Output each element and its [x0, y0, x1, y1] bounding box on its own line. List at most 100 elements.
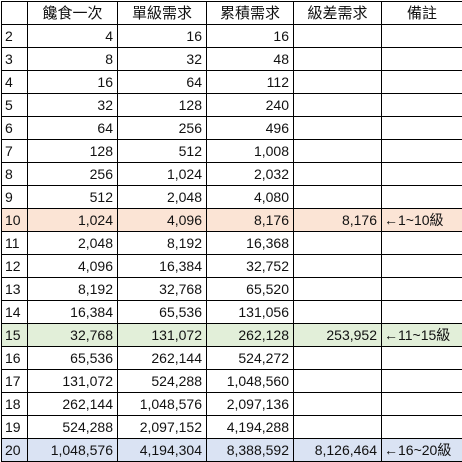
note-cell[interactable] — [382, 255, 462, 278]
level-cell[interactable]: 2 — [2, 25, 28, 48]
single-level-cell[interactable]: 32 — [118, 48, 207, 71]
cumulative-cell[interactable]: 16,368 — [207, 232, 294, 255]
level-diff-cell[interactable] — [294, 94, 382, 117]
cumulative-cell[interactable]: 65,520 — [207, 278, 294, 301]
per-feed-cell[interactable]: 131,072 — [28, 370, 118, 393]
per-feed-cell[interactable]: 1,024 — [28, 209, 118, 232]
per-feed-cell[interactable]: 2,048 — [28, 232, 118, 255]
level-diff-cell[interactable]: 8,176 — [294, 209, 382, 232]
level-cell[interactable]: 4 — [2, 71, 28, 94]
note-cell[interactable] — [382, 232, 462, 255]
level-cell[interactable]: 5 — [2, 94, 28, 117]
single-level-cell[interactable]: 256 — [118, 117, 207, 140]
level-cell[interactable]: 7 — [2, 140, 28, 163]
level-diff-cell[interactable] — [294, 140, 382, 163]
header-cumulative[interactable]: 累積需求 — [207, 2, 294, 25]
single-level-cell[interactable]: 131,072 — [118, 324, 207, 347]
level-diff-cell[interactable] — [294, 25, 382, 48]
level-diff-cell[interactable]: 253,952 — [294, 324, 382, 347]
cumulative-cell[interactable]: 32,752 — [207, 255, 294, 278]
level-diff-cell[interactable] — [294, 347, 382, 370]
single-level-cell[interactable]: 8,192 — [118, 232, 207, 255]
header-single-level[interactable]: 單級需求 — [118, 2, 207, 25]
note-cell[interactable] — [382, 48, 462, 71]
per-feed-cell[interactable]: 65,536 — [28, 347, 118, 370]
note-cell[interactable]: ←16~20級 — [382, 439, 462, 462]
note-cell[interactable]: ←11~15級 — [382, 324, 462, 347]
single-level-cell[interactable]: 16 — [118, 25, 207, 48]
level-diff-cell[interactable] — [294, 232, 382, 255]
per-feed-cell[interactable]: 64 — [28, 117, 118, 140]
header-note[interactable]: 備註 — [382, 2, 462, 25]
single-level-cell[interactable]: 4,194,304 — [118, 439, 207, 462]
per-feed-cell[interactable]: 262,144 — [28, 393, 118, 416]
level-cell[interactable]: 13 — [2, 278, 28, 301]
single-level-cell[interactable]: 65,536 — [118, 301, 207, 324]
per-feed-cell[interactable]: 512 — [28, 186, 118, 209]
header-level-diff[interactable]: 級差需求 — [294, 2, 382, 25]
level-cell[interactable]: 10 — [2, 209, 28, 232]
per-feed-cell[interactable]: 256 — [28, 163, 118, 186]
note-cell[interactable] — [382, 278, 462, 301]
note-cell[interactable] — [382, 416, 462, 439]
per-feed-cell[interactable]: 1,048,576 — [28, 439, 118, 462]
single-level-cell[interactable]: 128 — [118, 94, 207, 117]
per-feed-cell[interactable]: 32 — [28, 94, 118, 117]
level-cell[interactable]: 15 — [2, 324, 28, 347]
note-cell[interactable] — [382, 301, 462, 324]
per-feed-cell[interactable]: 8 — [28, 48, 118, 71]
level-diff-cell[interactable] — [294, 370, 382, 393]
cumulative-cell[interactable]: 16 — [207, 25, 294, 48]
note-cell[interactable] — [382, 370, 462, 393]
cumulative-cell[interactable]: 1,008 — [207, 140, 294, 163]
cumulative-cell[interactable]: 2,032 — [207, 163, 294, 186]
cumulative-cell[interactable]: 1,048,560 — [207, 370, 294, 393]
cumulative-cell[interactable]: 240 — [207, 94, 294, 117]
note-cell[interactable] — [382, 71, 462, 94]
level-cell[interactable]: 9 — [2, 186, 28, 209]
cumulative-cell[interactable]: 112 — [207, 71, 294, 94]
level-diff-cell[interactable] — [294, 48, 382, 71]
level-diff-cell[interactable] — [294, 117, 382, 140]
level-cell[interactable]: 3 — [2, 48, 28, 71]
header-per-feed[interactable]: 饞食一次 — [28, 2, 118, 25]
cumulative-cell[interactable]: 4,080 — [207, 186, 294, 209]
per-feed-cell[interactable]: 16 — [28, 71, 118, 94]
cumulative-cell[interactable]: 8,176 — [207, 209, 294, 232]
level-cell[interactable]: 17 — [2, 370, 28, 393]
per-feed-cell[interactable]: 524,288 — [28, 416, 118, 439]
level-cell[interactable]: 19 — [2, 416, 28, 439]
note-cell[interactable] — [382, 140, 462, 163]
note-cell[interactable] — [382, 117, 462, 140]
cumulative-cell[interactable]: 496 — [207, 117, 294, 140]
level-cell[interactable]: 12 — [2, 255, 28, 278]
single-level-cell[interactable]: 4,096 — [118, 209, 207, 232]
per-feed-cell[interactable]: 4 — [28, 25, 118, 48]
level-diff-cell[interactable] — [294, 255, 382, 278]
single-level-cell[interactable]: 512 — [118, 140, 207, 163]
single-level-cell[interactable]: 32,768 — [118, 278, 207, 301]
cumulative-cell[interactable]: 4,194,288 — [207, 416, 294, 439]
cumulative-cell[interactable]: 48 — [207, 48, 294, 71]
single-level-cell[interactable]: 16,384 — [118, 255, 207, 278]
per-feed-cell[interactable]: 128 — [28, 140, 118, 163]
single-level-cell[interactable]: 1,048,576 — [118, 393, 207, 416]
cumulative-cell[interactable]: 524,272 — [207, 347, 294, 370]
per-feed-cell[interactable]: 8,192 — [28, 278, 118, 301]
level-cell[interactable]: 11 — [2, 232, 28, 255]
cumulative-cell[interactable]: 131,056 — [207, 301, 294, 324]
note-cell[interactable] — [382, 163, 462, 186]
level-cell[interactable]: 14 — [2, 301, 28, 324]
note-cell[interactable] — [382, 186, 462, 209]
note-cell[interactable] — [382, 347, 462, 370]
cumulative-cell[interactable]: 8,388,592 — [207, 439, 294, 462]
level-diff-cell[interactable] — [294, 163, 382, 186]
single-level-cell[interactable]: 1,024 — [118, 163, 207, 186]
level-diff-cell[interactable] — [294, 71, 382, 94]
note-cell[interactable] — [382, 393, 462, 416]
note-cell[interactable] — [382, 25, 462, 48]
per-feed-cell[interactable]: 16,384 — [28, 301, 118, 324]
level-diff-cell[interactable] — [294, 393, 382, 416]
note-cell[interactable] — [382, 94, 462, 117]
cumulative-cell[interactable]: 262,128 — [207, 324, 294, 347]
